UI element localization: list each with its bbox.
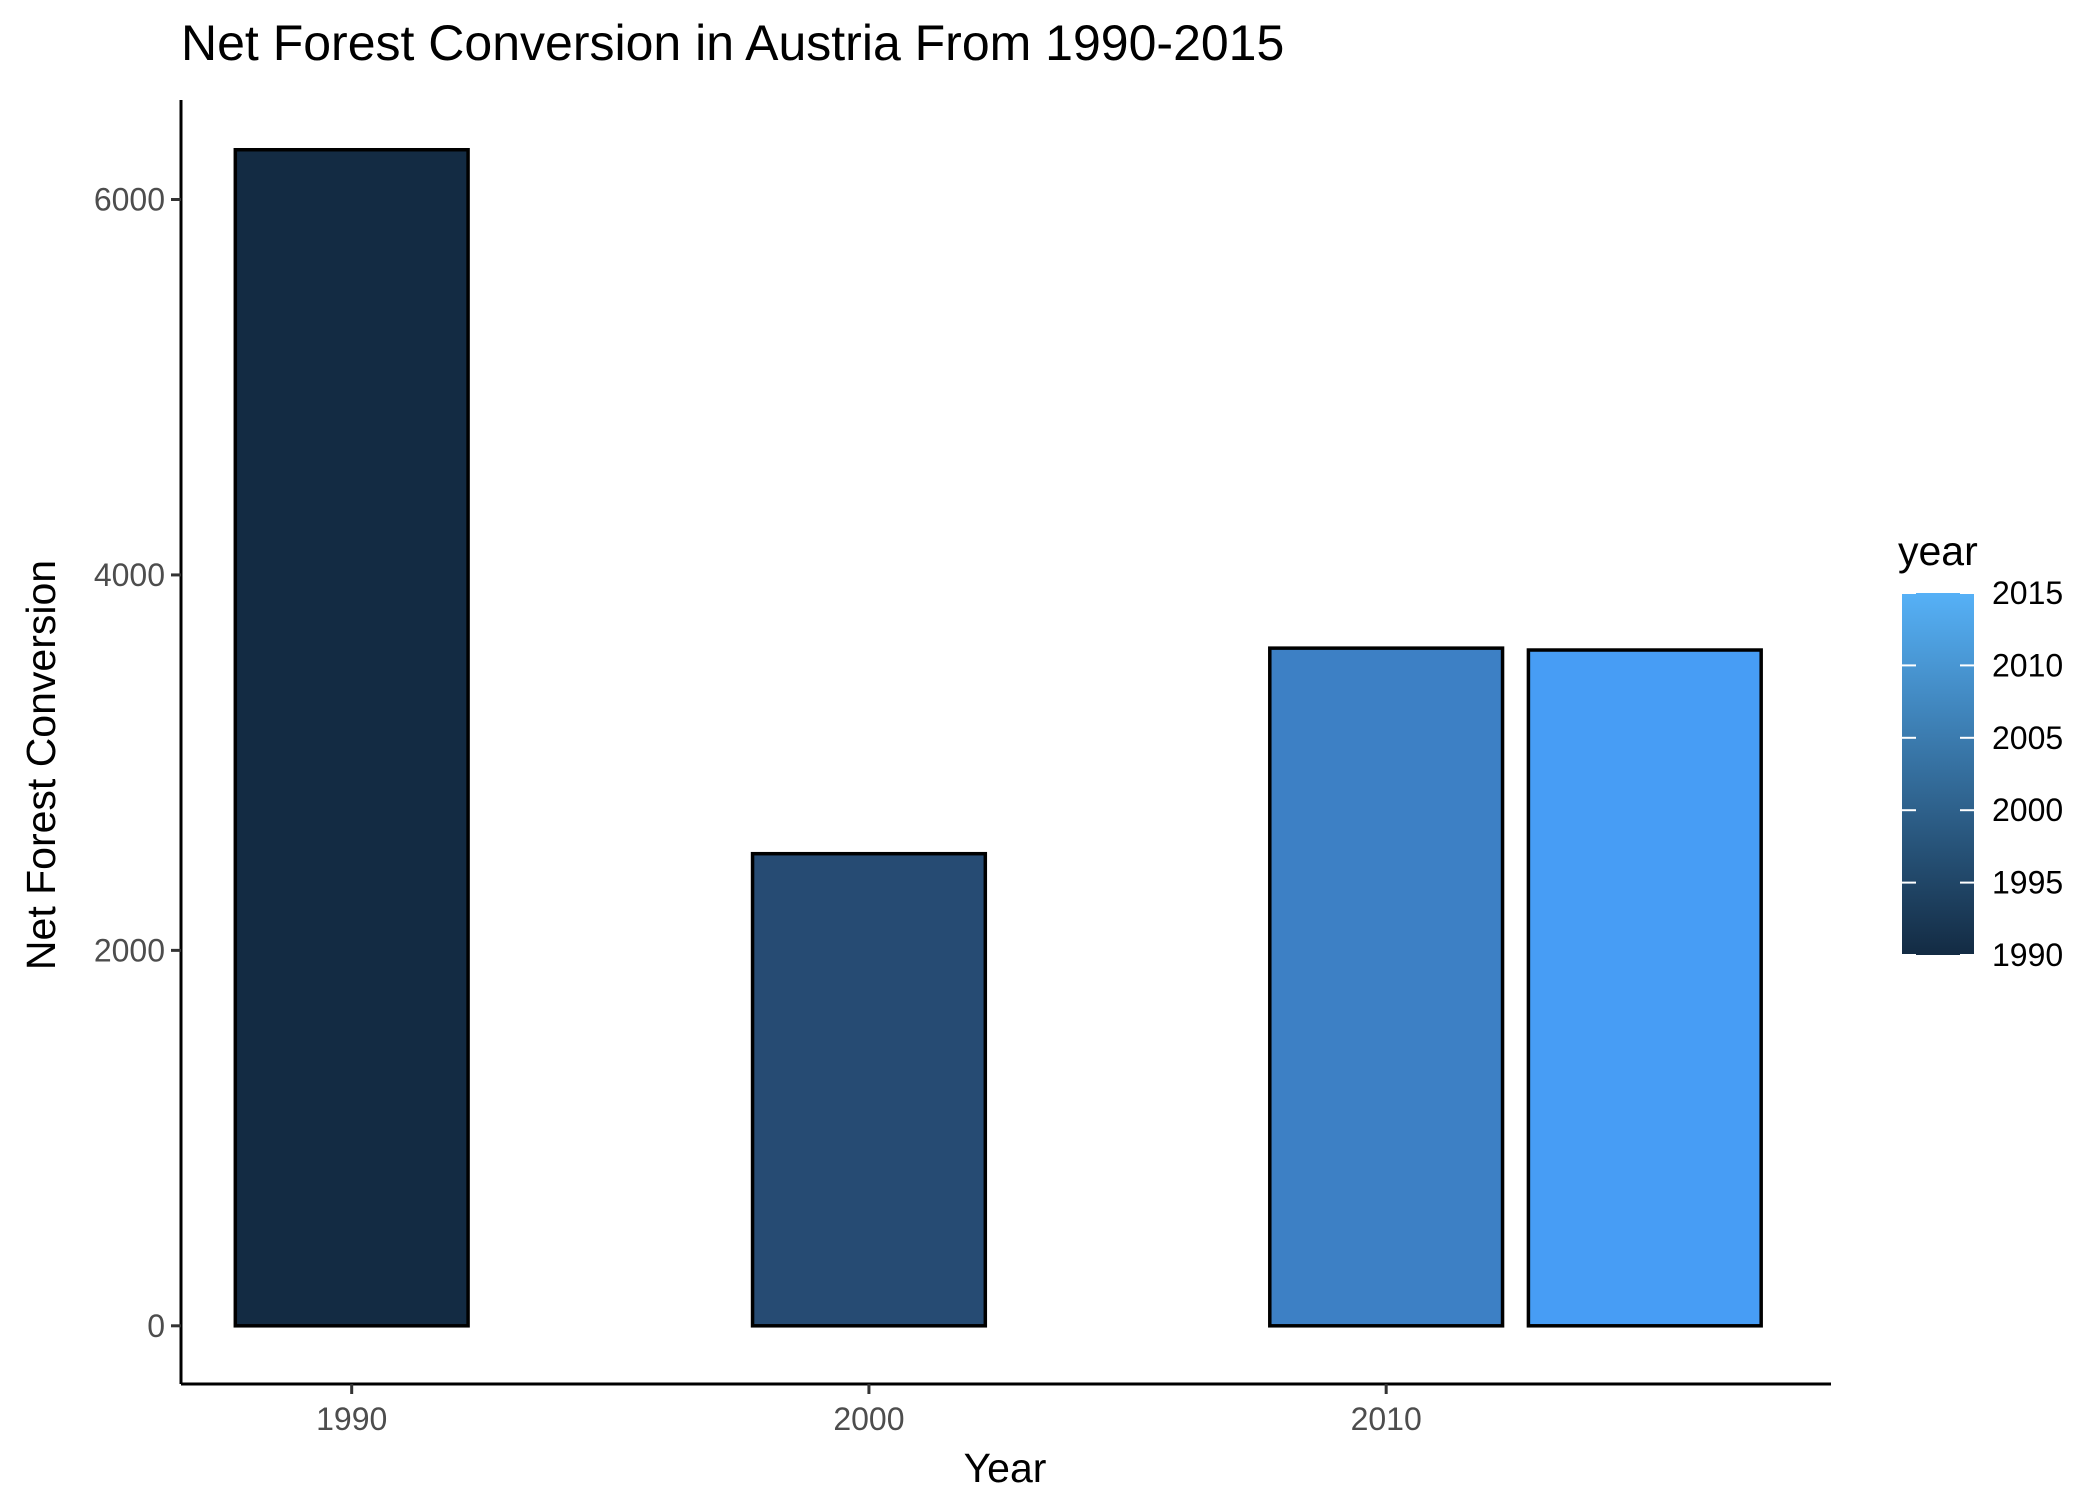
legend-label-2000: 2000 (1992, 792, 2063, 828)
y-tick-label-2000: 2000 (94, 932, 165, 968)
chart-title: Net Forest Conversion in Austria From 19… (181, 15, 1284, 71)
legend-label-1995: 1995 (1992, 865, 2063, 901)
legend-colorbar (1902, 593, 1974, 955)
legend-title: year (1898, 528, 1978, 574)
legend-label-2010: 2010 (1992, 647, 2063, 683)
legend-label-1990: 1990 (1992, 937, 2063, 973)
y-tick-label-6000: 6000 (94, 181, 165, 217)
x-axis-title: Year (964, 1445, 1047, 1491)
legend-label-2015: 2015 (1992, 575, 2063, 611)
bar-1990 (233, 147, 470, 1328)
color-legend: year 2015 2010 2005 2000 1995 1990 (1898, 528, 2063, 973)
x-tick-label-1990: 1990 (316, 1401, 387, 1437)
x-tick-label-2000: 2000 (833, 1401, 904, 1437)
y-axis-title: Net Forest Conversion (18, 560, 64, 970)
bar-2010 (1268, 646, 1505, 1328)
bar-2015 (1526, 648, 1763, 1328)
bar-2000 (750, 851, 988, 1328)
x-tick-label-2010: 2010 (1351, 1401, 1422, 1437)
axes-layer: 0 2000 4000 6000 1990 2000 2010 (94, 100, 1831, 1437)
y-tick-label-0: 0 (147, 1308, 165, 1344)
y-tick-label-4000: 4000 (94, 557, 165, 593)
bars-layer (233, 147, 1763, 1328)
legend-label-2005: 2005 (1992, 720, 2063, 756)
